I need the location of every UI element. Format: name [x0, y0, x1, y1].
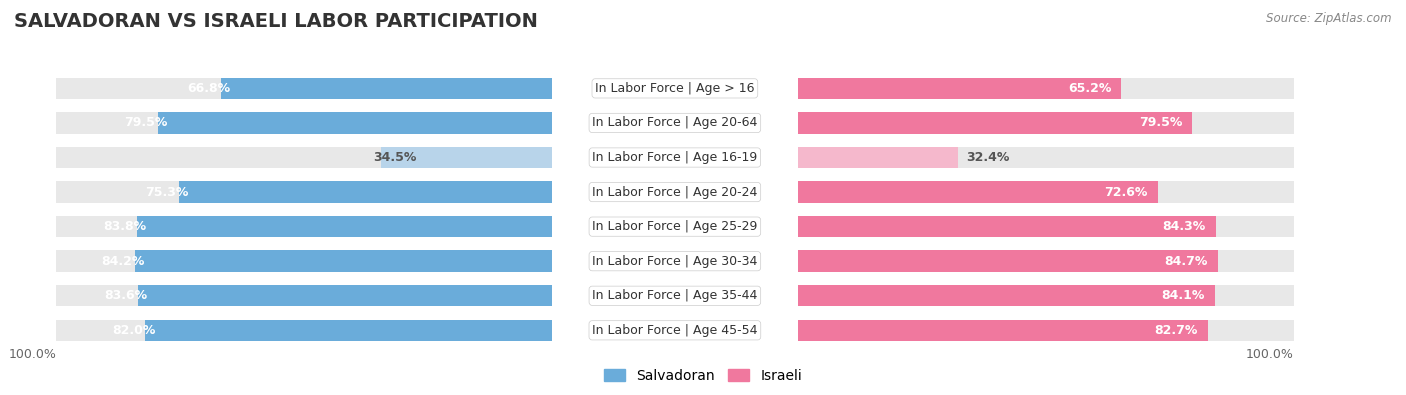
Bar [799, 112, 1192, 134]
Bar [56, 181, 551, 203]
Bar [799, 216, 1294, 237]
Text: 83.6%: 83.6% [104, 289, 148, 302]
Text: In Labor Force | Age 16-19: In Labor Force | Age 16-19 [592, 151, 758, 164]
Bar [56, 216, 551, 237]
Bar [799, 250, 1294, 272]
Text: 75.3%: 75.3% [145, 186, 188, 199]
Text: In Labor Force | Age 25-29: In Labor Force | Age 25-29 [592, 220, 758, 233]
Legend: Salvadoran, Israeli: Salvadoran, Israeli [599, 363, 807, 388]
Text: 34.5%: 34.5% [374, 151, 416, 164]
Text: In Labor Force | Age 35-44: In Labor Force | Age 35-44 [592, 289, 758, 302]
Text: 82.0%: 82.0% [112, 324, 155, 337]
Bar [799, 320, 1294, 341]
Bar [799, 285, 1215, 307]
Text: 82.7%: 82.7% [1154, 324, 1198, 337]
Bar [799, 285, 1294, 307]
Text: 84.3%: 84.3% [1163, 220, 1206, 233]
Text: 79.5%: 79.5% [124, 117, 167, 130]
Text: SALVADORAN VS ISRAELI LABOR PARTICIPATION: SALVADORAN VS ISRAELI LABOR PARTICIPATIO… [14, 12, 538, 31]
Bar [56, 78, 551, 99]
Bar [799, 181, 1294, 203]
Bar [799, 320, 1208, 341]
Bar [799, 147, 1294, 168]
Text: 66.8%: 66.8% [187, 82, 231, 95]
Bar [136, 216, 551, 237]
Text: In Labor Force | Age 20-64: In Labor Force | Age 20-64 [592, 117, 758, 130]
Bar [799, 112, 1294, 134]
Text: In Labor Force | Age 45-54: In Labor Force | Age 45-54 [592, 324, 758, 337]
Text: 32.4%: 32.4% [966, 151, 1010, 164]
Bar [799, 250, 1218, 272]
Text: 79.5%: 79.5% [1139, 117, 1182, 130]
Bar [56, 250, 551, 272]
Text: In Labor Force | Age 20-24: In Labor Force | Age 20-24 [592, 186, 758, 199]
Bar [221, 78, 551, 99]
Bar [138, 285, 551, 307]
Bar [799, 78, 1294, 99]
Bar [381, 147, 551, 168]
Bar [56, 112, 551, 134]
Text: 100.0%: 100.0% [8, 348, 56, 361]
Text: 83.8%: 83.8% [103, 220, 146, 233]
Text: In Labor Force | Age > 16: In Labor Force | Age > 16 [595, 82, 755, 95]
Bar [179, 181, 551, 203]
Text: 84.7%: 84.7% [1164, 255, 1208, 268]
Text: 65.2%: 65.2% [1067, 82, 1111, 95]
Bar [135, 250, 551, 272]
Text: In Labor Force | Age 30-34: In Labor Force | Age 30-34 [592, 255, 758, 268]
Text: Source: ZipAtlas.com: Source: ZipAtlas.com [1267, 12, 1392, 25]
Bar [799, 147, 959, 168]
Bar [56, 147, 551, 168]
Text: 84.1%: 84.1% [1161, 289, 1205, 302]
Bar [799, 216, 1216, 237]
Bar [145, 320, 551, 341]
Text: 72.6%: 72.6% [1105, 186, 1147, 199]
Bar [799, 181, 1157, 203]
Bar [799, 78, 1121, 99]
Text: 84.2%: 84.2% [101, 255, 145, 268]
Text: 100.0%: 100.0% [1246, 348, 1294, 361]
Bar [157, 112, 551, 134]
Bar [56, 320, 551, 341]
Bar [56, 285, 551, 307]
